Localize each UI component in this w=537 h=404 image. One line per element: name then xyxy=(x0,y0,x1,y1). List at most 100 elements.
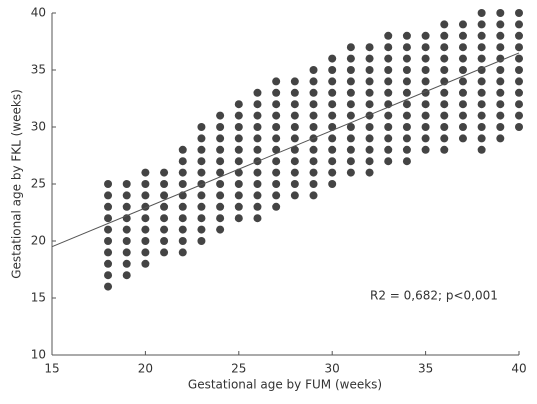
point xyxy=(141,225,150,234)
point xyxy=(458,123,467,131)
point xyxy=(197,225,206,234)
point xyxy=(253,88,262,97)
point xyxy=(421,123,430,131)
point xyxy=(402,134,411,143)
point xyxy=(384,145,393,154)
y-axis-label: Gestational age by FKL (weeks) xyxy=(10,89,24,279)
point xyxy=(477,88,486,97)
point xyxy=(515,20,523,29)
point xyxy=(402,157,411,166)
point xyxy=(365,54,374,63)
point xyxy=(104,202,113,211)
point xyxy=(290,180,299,188)
point xyxy=(421,31,430,40)
point xyxy=(496,111,505,120)
point xyxy=(402,145,411,154)
point xyxy=(234,134,243,143)
point xyxy=(253,180,262,188)
point xyxy=(365,168,374,177)
point xyxy=(496,66,505,74)
point xyxy=(440,123,449,131)
y-tick-label: 20 xyxy=(31,234,46,248)
point xyxy=(477,43,486,52)
y-tick-label: 35 xyxy=(31,63,46,77)
point xyxy=(440,20,449,29)
point xyxy=(365,66,374,74)
point xyxy=(216,168,225,177)
point xyxy=(515,9,523,17)
point xyxy=(458,66,467,74)
y-tick-label: 30 xyxy=(31,120,46,134)
point xyxy=(346,123,355,131)
point xyxy=(253,111,262,120)
point xyxy=(290,157,299,166)
point xyxy=(515,100,523,109)
point xyxy=(216,180,225,188)
point xyxy=(234,214,243,223)
point xyxy=(346,168,355,177)
point xyxy=(346,100,355,109)
point xyxy=(421,111,430,120)
point xyxy=(365,145,374,154)
point xyxy=(515,123,523,131)
point xyxy=(496,88,505,97)
point xyxy=(197,157,206,166)
point xyxy=(160,237,169,245)
point xyxy=(253,191,262,200)
point xyxy=(197,145,206,154)
y-tick-label: 40 xyxy=(31,6,46,20)
point xyxy=(160,191,169,200)
point xyxy=(253,202,262,211)
point xyxy=(384,77,393,86)
point xyxy=(458,100,467,109)
point xyxy=(384,31,393,40)
point xyxy=(272,88,281,97)
point xyxy=(365,88,374,97)
point xyxy=(328,123,337,131)
point xyxy=(421,43,430,52)
point xyxy=(402,77,411,86)
point xyxy=(384,54,393,63)
point xyxy=(365,100,374,109)
point xyxy=(178,168,187,177)
point xyxy=(458,20,467,29)
point xyxy=(309,157,318,166)
point xyxy=(272,168,281,177)
point xyxy=(122,202,131,211)
point xyxy=(458,77,467,86)
point xyxy=(365,43,374,52)
point xyxy=(365,123,374,131)
point xyxy=(234,202,243,211)
point xyxy=(402,123,411,131)
point xyxy=(328,145,337,154)
point xyxy=(496,20,505,29)
point xyxy=(253,134,262,143)
point xyxy=(346,111,355,120)
point xyxy=(290,111,299,120)
point xyxy=(234,157,243,166)
point xyxy=(440,66,449,74)
point xyxy=(421,100,430,109)
point xyxy=(365,157,374,166)
point xyxy=(141,214,150,223)
point xyxy=(402,111,411,120)
point xyxy=(216,157,225,166)
y-tick-label: 10 xyxy=(31,348,46,362)
x-tick-label: 25 xyxy=(231,362,246,376)
point xyxy=(216,145,225,154)
point xyxy=(328,100,337,109)
point xyxy=(290,88,299,97)
point xyxy=(346,66,355,74)
point xyxy=(515,77,523,86)
point xyxy=(272,77,281,86)
point xyxy=(440,54,449,63)
point xyxy=(160,180,169,188)
point xyxy=(122,225,131,234)
point xyxy=(178,237,187,245)
point xyxy=(496,43,505,52)
point xyxy=(178,145,187,154)
point xyxy=(104,259,113,268)
point xyxy=(160,248,169,257)
point xyxy=(328,77,337,86)
